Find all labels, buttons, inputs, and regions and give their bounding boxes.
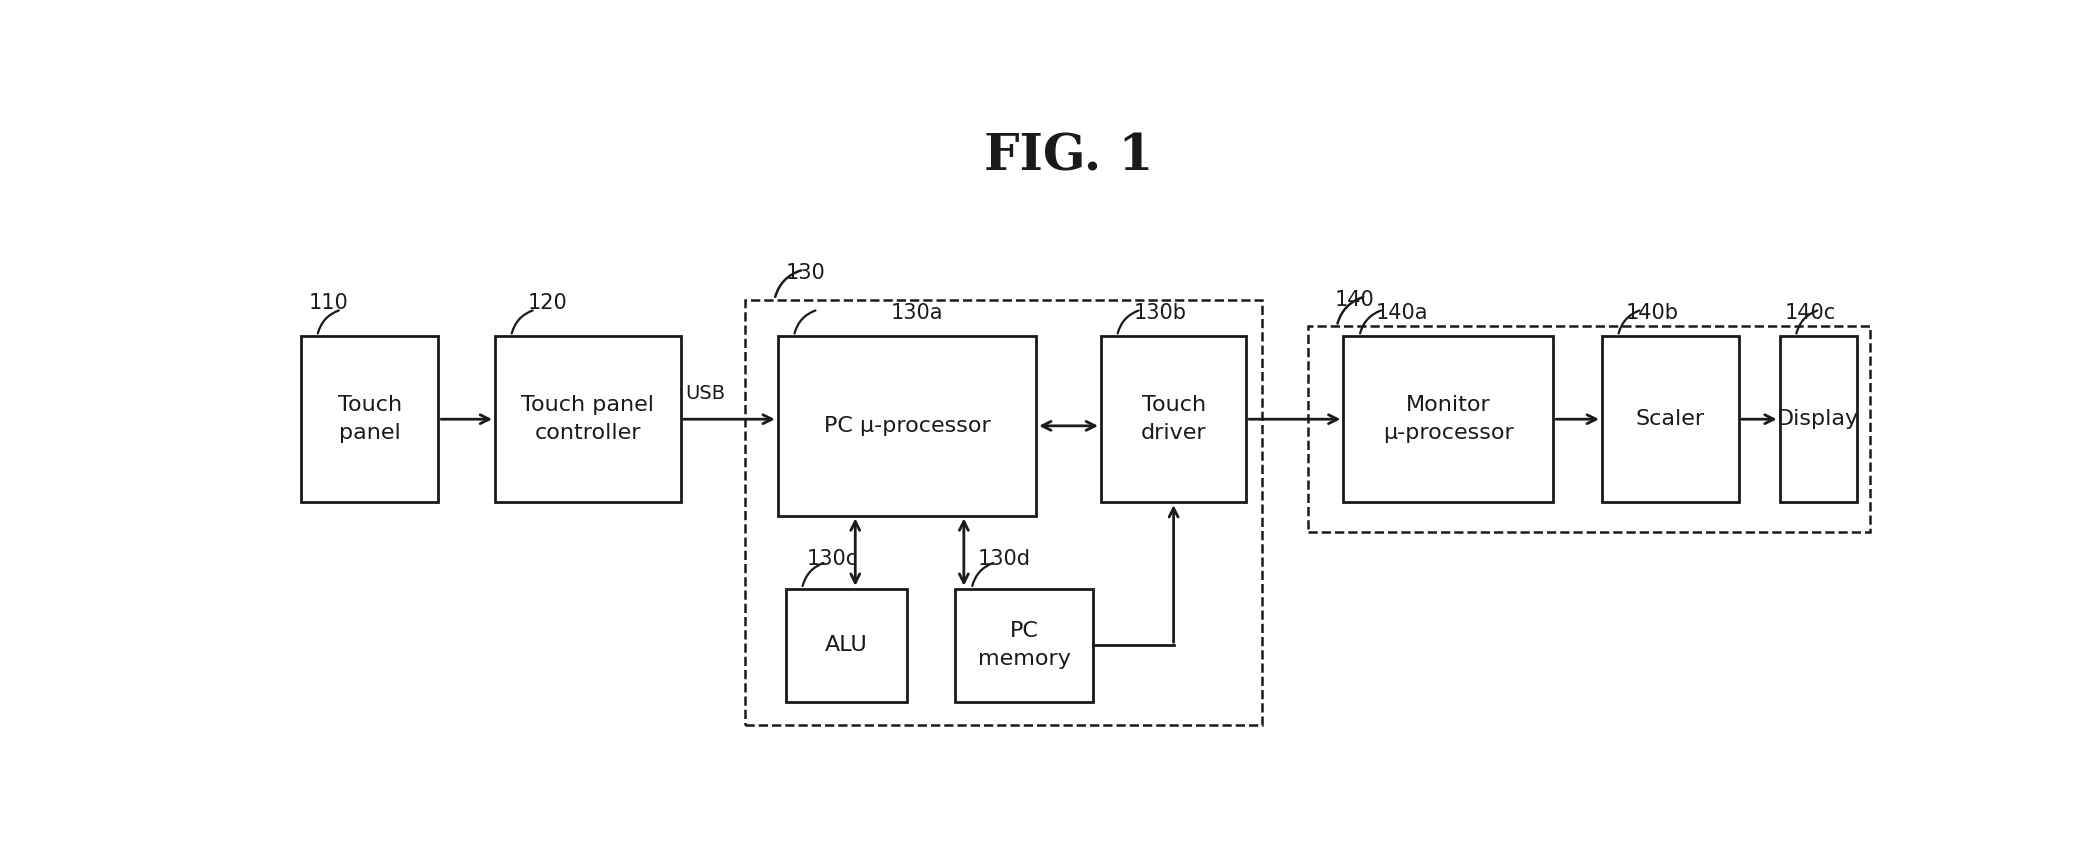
Text: Scaler: Scaler	[1637, 409, 1706, 429]
Bar	[746, 299, 1264, 725]
Text: Monitor
μ-processor: Monitor μ-processor	[1382, 395, 1514, 444]
Text: 130a: 130a	[890, 303, 942, 323]
Text: ALU: ALU	[826, 635, 867, 655]
Text: 130d: 130d	[978, 549, 1032, 569]
Text: Display: Display	[1776, 409, 1860, 429]
Bar	[1779, 337, 1858, 502]
Bar	[1101, 337, 1247, 502]
Bar	[494, 337, 680, 502]
Text: 130c: 130c	[807, 549, 859, 569]
Text: Touch
panel: Touch panel	[338, 395, 402, 444]
Text: 140: 140	[1334, 290, 1374, 310]
Text: 130b: 130b	[1134, 303, 1186, 323]
Text: 110: 110	[309, 293, 348, 313]
Text: Touch
driver: Touch driver	[1140, 395, 1207, 444]
Text: PC
memory: PC memory	[978, 621, 1070, 669]
Bar	[1343, 337, 1553, 502]
Bar	[300, 337, 438, 502]
Text: FIG. 1: FIG. 1	[984, 132, 1153, 181]
Bar	[1307, 326, 1870, 532]
Bar	[778, 337, 1036, 515]
Text: Touch panel
controller: Touch panel controller	[521, 395, 655, 444]
Text: 130: 130	[786, 263, 826, 283]
Bar	[955, 589, 1093, 702]
Text: PC μ-processor: PC μ-processor	[824, 416, 990, 436]
Bar	[786, 589, 907, 702]
Text: 140c: 140c	[1785, 303, 1835, 323]
Text: 140a: 140a	[1376, 303, 1428, 323]
Text: USB: USB	[686, 383, 726, 403]
Bar	[1601, 337, 1739, 502]
Text: 120: 120	[528, 293, 567, 313]
Text: 140b: 140b	[1626, 303, 1678, 323]
